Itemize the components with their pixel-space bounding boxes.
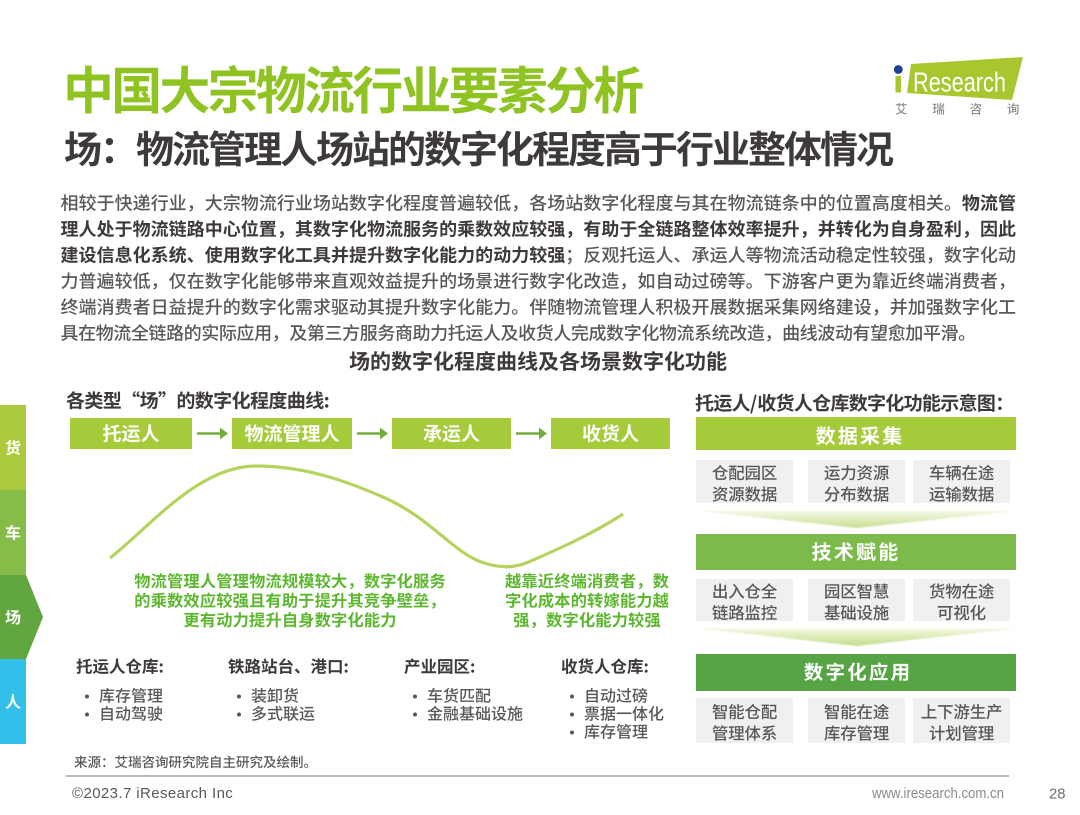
svg-text:www.iresearch.com.cn: www.iresearch.com.cn	[871, 786, 1004, 802]
svg-text:28: 28	[1049, 786, 1066, 803]
svg-text:Research: Research	[913, 67, 1006, 98]
svg-text:©2023.7 iResearch Inc: ©2023.7 iResearch Inc	[72, 785, 233, 802]
